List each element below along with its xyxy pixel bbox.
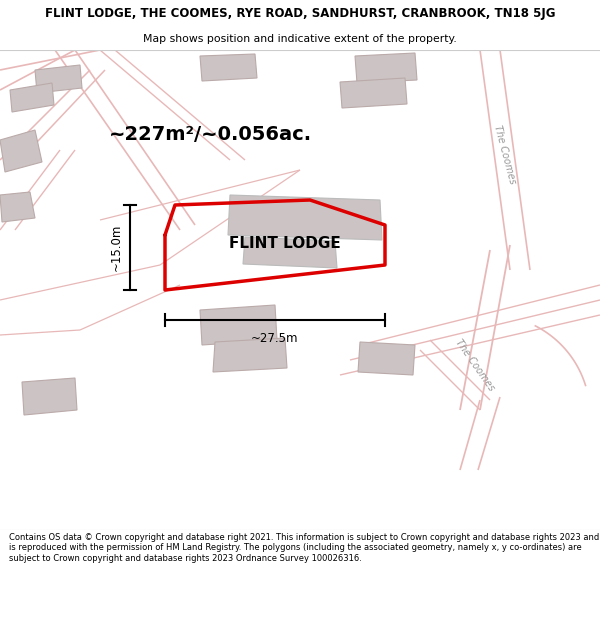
Text: ~15.0m: ~15.0m [110, 224, 122, 271]
Polygon shape [0, 130, 42, 172]
Polygon shape [0, 192, 35, 222]
Polygon shape [22, 378, 77, 415]
Polygon shape [35, 65, 82, 93]
Polygon shape [340, 78, 407, 108]
Text: The Coomes: The Coomes [454, 338, 496, 392]
Polygon shape [213, 338, 287, 372]
Text: Map shows position and indicative extent of the property.: Map shows position and indicative extent… [143, 34, 457, 44]
Polygon shape [200, 305, 277, 345]
Polygon shape [358, 342, 415, 375]
Text: Contains OS data © Crown copyright and database right 2021. This information is : Contains OS data © Crown copyright and d… [9, 533, 599, 562]
Text: ~27.5m: ~27.5m [251, 331, 299, 344]
Polygon shape [355, 53, 417, 83]
Text: ~227m²/~0.056ac.: ~227m²/~0.056ac. [109, 126, 311, 144]
Text: FLINT LODGE, THE COOMES, RYE ROAD, SANDHURST, CRANBROOK, TN18 5JG: FLINT LODGE, THE COOMES, RYE ROAD, SANDH… [45, 8, 555, 21]
Polygon shape [243, 237, 337, 268]
Text: The Coomes: The Coomes [493, 124, 518, 186]
Polygon shape [200, 54, 257, 81]
Polygon shape [10, 83, 54, 112]
Polygon shape [228, 195, 382, 240]
Text: FLINT LODGE: FLINT LODGE [229, 236, 341, 251]
